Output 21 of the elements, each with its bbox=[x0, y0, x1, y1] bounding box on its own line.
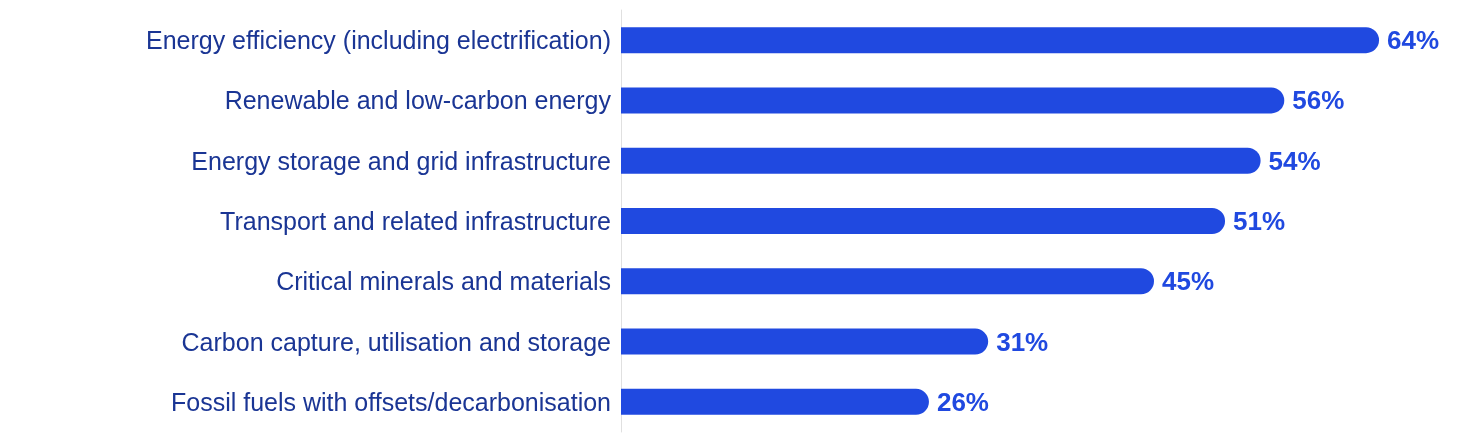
y-tick-label: Renewable and low-carbon energy bbox=[224, 86, 612, 115]
data-label: 31% bbox=[996, 326, 1049, 357]
y-tick-label: Energy efficiency (including electrification) bbox=[145, 26, 611, 55]
bar bbox=[621, 147, 1261, 174]
bar bbox=[621, 208, 1226, 234]
data-label: 54% bbox=[1268, 145, 1321, 176]
data-label: 51% bbox=[1233, 206, 1286, 236]
y-tick-label: Carbon capture, utilisation and storage bbox=[181, 327, 611, 356]
data-label: 64% bbox=[1387, 25, 1440, 56]
y-tick-label: Energy storage and grid infrastructure bbox=[191, 146, 611, 175]
bar bbox=[621, 87, 1285, 114]
y-tick-label: Transport and related infrastructure bbox=[220, 207, 611, 235]
data-label: 56% bbox=[1292, 85, 1345, 116]
bar bbox=[621, 268, 1154, 295]
data-label: 26% bbox=[936, 386, 989, 417]
y-tick-label: Critical minerals and materials bbox=[276, 267, 611, 296]
bar bbox=[621, 388, 929, 415]
bar bbox=[621, 328, 989, 355]
y-tick-label: Fossil fuels with offsets/decarbonisation bbox=[170, 387, 611, 416]
bar bbox=[621, 27, 1380, 54]
data-label: 45% bbox=[1161, 266, 1215, 297]
